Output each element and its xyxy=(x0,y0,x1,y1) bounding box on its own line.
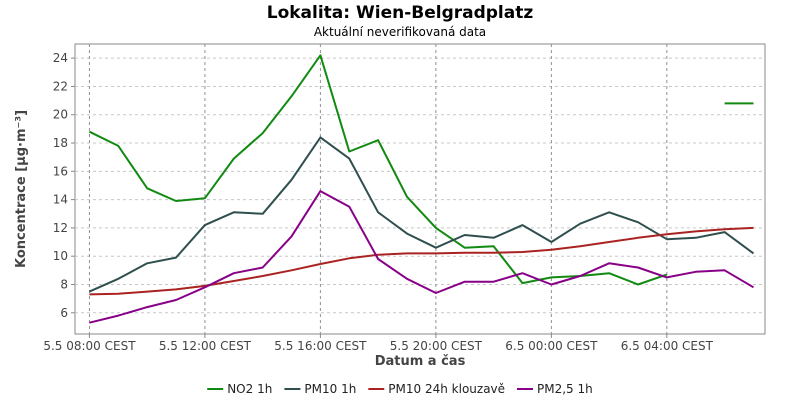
y-tick-label: 14 xyxy=(53,193,68,207)
y-tick-label: 24 xyxy=(53,51,68,65)
x-tick-label: 5.5 12:00 CEST xyxy=(159,339,252,353)
legend-item: PM10 24h klouzavě xyxy=(368,382,505,396)
y-tick-label: 16 xyxy=(53,164,68,178)
y-axis-ticks: 6 8 10 12 14 16 18 20 22 24 xyxy=(53,51,75,320)
legend-label: PM10 24h klouzavě xyxy=(388,382,505,396)
series-line-pm2-5-1h xyxy=(89,190,755,324)
legend-item: PM2,5 1h xyxy=(517,382,593,396)
y-tick-label: 8 xyxy=(60,277,68,291)
y-tick-label: 18 xyxy=(53,136,68,150)
legend-label: PM2,5 1h xyxy=(537,382,593,396)
series-lines xyxy=(88,54,755,324)
y-tick-label: 20 xyxy=(53,108,68,122)
y-axis-label: Koncentrace [µg·m⁻³] xyxy=(14,110,29,268)
legend: NO2 1h PM10 1h PM10 24h klouzavě PM2,5 1h xyxy=(207,382,593,396)
plot-area xyxy=(74,43,766,335)
series-line-pm10-24h-klouzav xyxy=(89,226,754,296)
x-tick-label: 5.5 20:00 CEST xyxy=(390,339,483,353)
x-axis-ticks: 5.5 08:00 CEST 5.5 12:00 CEST 5.5 16:00 CE… xyxy=(43,334,714,353)
x-tick-label: 5.5 16:00 CEST xyxy=(274,339,367,353)
y-tick-label: 22 xyxy=(53,79,68,93)
x-tick-label: 6.5 04:00 CEST xyxy=(621,339,714,353)
chart-subtitle: Aktuální neverifikovaná data xyxy=(314,25,486,39)
x-tick-label: 6.5 00:00 CEST xyxy=(505,339,598,353)
series-line-pm10-1h xyxy=(88,136,755,293)
legend-item: PM10 1h xyxy=(284,382,356,396)
legend-label: PM10 1h xyxy=(304,382,356,396)
x-axis-label: Datum a čas xyxy=(375,354,466,369)
y-tick-label: 10 xyxy=(53,249,68,263)
x-tick-label: 5.5 08:00 CEST xyxy=(43,339,136,353)
legend-label: NO2 1h xyxy=(227,382,272,396)
chart-title: Lokalita: Wien-Belgradplatz xyxy=(267,3,534,23)
y-tick-label: 6 xyxy=(60,306,68,320)
series-line-no2-1h xyxy=(88,54,754,286)
y-tick-label: 12 xyxy=(53,221,68,235)
legend-item: NO2 1h xyxy=(207,382,272,396)
